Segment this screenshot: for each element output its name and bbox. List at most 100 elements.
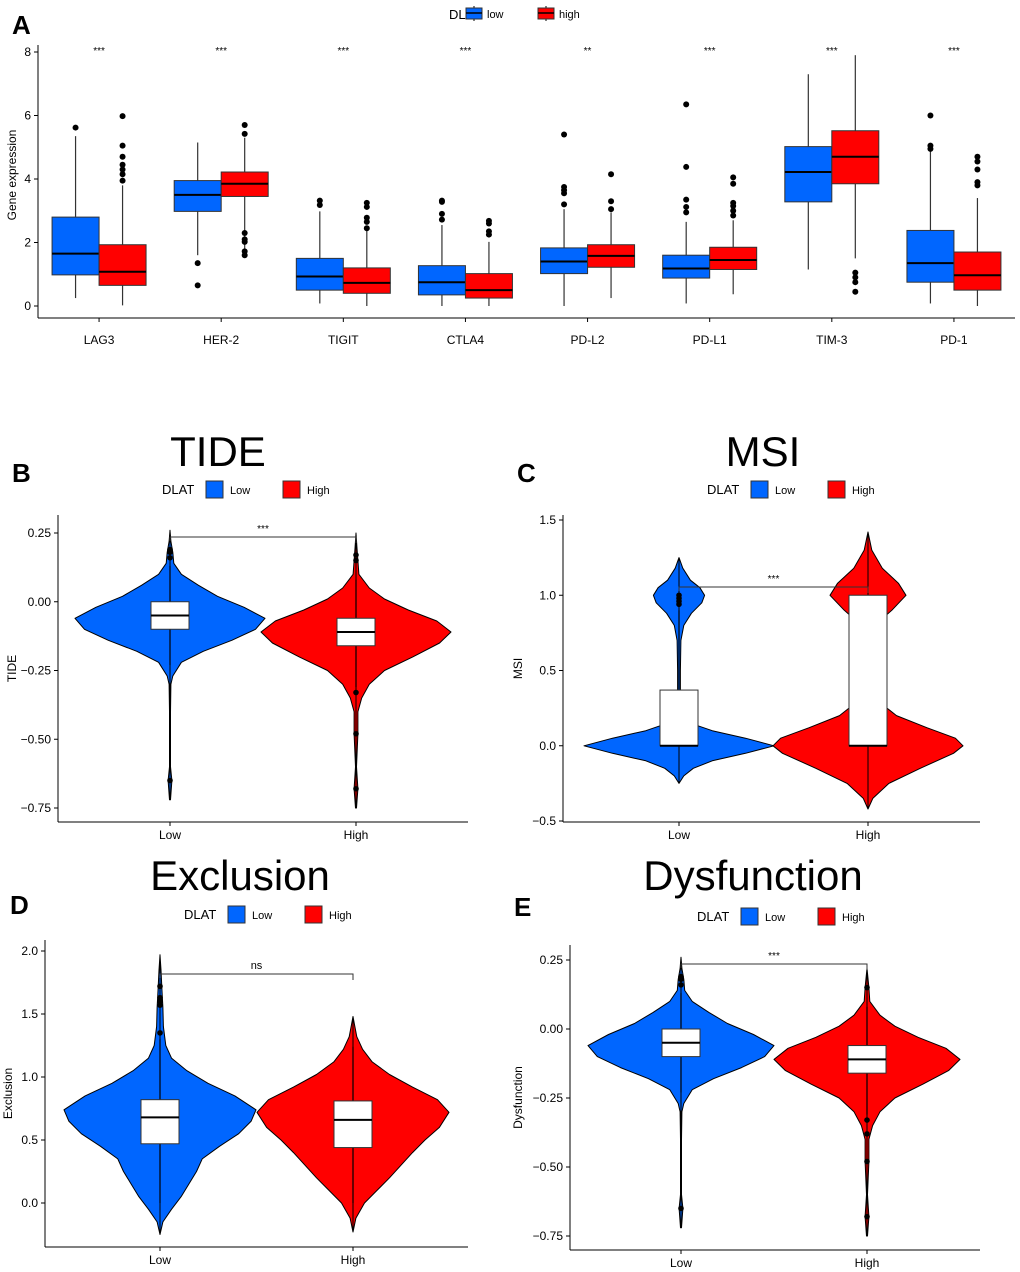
y-tick-label: 0.0 [539,739,556,753]
legend-label-low: Low [775,485,795,497]
outlier-point [927,142,934,149]
y-tick-label: 2.0 [21,944,38,958]
box-high [342,267,391,294]
x-tick-label: High [344,828,369,842]
panel-label-e: E [514,892,531,922]
legend-key-high [817,907,836,926]
box-low [173,180,222,212]
outlier-point [353,552,359,558]
outlier-point [363,225,370,232]
significance-label: *** [768,574,780,585]
y-axis-label: Dysfunction [511,1066,525,1129]
box-high [98,244,147,286]
legend-key-low [227,905,246,924]
x-tick-label: Low [670,1256,692,1270]
outlier-point [864,1158,870,1165]
outlier-point [864,984,870,991]
outlier-point [363,218,370,225]
outlier-point [194,260,201,267]
y-tick-label: 0 [24,299,31,313]
outlier-point [974,179,981,186]
legend-label-high: High [852,485,875,497]
chart-title: Exclusion [150,852,330,899]
outlier-point [676,592,682,599]
significance-label: ns [251,960,263,972]
x-tick-label: TIM-3 [816,333,848,347]
y-axis-label: Gene expression [5,130,19,221]
outlier-point [852,269,859,276]
y-tick-label: −0.50 [533,1160,564,1174]
y-tick-label: 4 [24,172,31,186]
significance-label: *** [215,46,227,57]
panel-c: C MSI DLAT Low High MSI 1.5 1.0 0.5 0.0 −0.5 Low Hig… [511,428,980,842]
y-tick-label: −0.5 [532,814,556,828]
x-tick-label: HER-2 [203,333,239,347]
y-tick-label: −0.50 [21,732,52,746]
box-low [140,1099,180,1145]
outlier-point [852,288,859,295]
x-tick-label: CTLA4 [447,333,485,347]
legend-key-high [304,905,323,924]
y-tick-label: 0.25 [540,953,564,967]
outlier-point [72,124,79,131]
significance-label: *** [768,951,780,962]
outlier-point [157,983,163,990]
outlier-point [683,101,690,108]
x-tick-label: LAG3 [84,333,115,347]
outlier-point [485,228,492,235]
x-tick-label: PD-1 [940,333,968,347]
legend-label-low: Low [230,485,250,497]
y-tick-label: 8 [24,45,31,59]
box-low [662,254,711,279]
significance-label: *** [460,46,472,57]
outlier-point [852,279,859,286]
x-tick-label: PD-L2 [571,333,605,347]
y-tick-label: 0.0 [21,1196,38,1210]
outlier-point [119,113,126,120]
y-tick-label: 2 [24,236,31,250]
outlier-point [683,196,690,203]
outlier-point [864,1117,870,1123]
x-tick-label: High [856,828,881,842]
legend-label-low: low [487,9,504,21]
outlier-point [119,153,126,160]
box-high [953,251,1002,291]
box-high [709,246,758,270]
box-high [464,273,513,299]
significance-label: *** [93,46,105,57]
outlier-point [974,166,981,173]
y-tick-label: 6 [24,109,31,123]
legend-key-high [827,480,846,499]
outlier-point [363,199,370,206]
outlier-point [485,217,492,224]
box-low [51,216,100,276]
outlier-point [730,212,737,219]
box-low [295,257,344,291]
outlier-point [167,546,173,553]
outlier-point [438,197,445,204]
legend-label-low: Low [252,910,272,922]
y-tick-label: 0.5 [539,664,556,678]
outlier-point [730,199,737,206]
y-tick-label: 0.00 [540,1022,564,1036]
legend-title: DLAT [162,482,194,497]
outlier-point [119,166,126,173]
box-low [659,689,699,747]
outlier-point [438,210,445,217]
outlier-point [363,203,370,210]
chart-title: TIDE [170,428,266,475]
outlier-point [241,236,248,243]
outlier-point [974,158,981,165]
x-tick-label: TIGIT [328,333,359,347]
box-high [848,594,888,747]
outlier-point [678,982,684,988]
outlier-point [194,282,201,289]
significance-label: *** [257,524,269,535]
y-tick-label: 0.5 [21,1133,38,1147]
legend-label-high: high [559,9,580,21]
outlier-point [561,183,568,190]
outlier-point [730,174,737,181]
legend-label-high: High [842,912,865,924]
